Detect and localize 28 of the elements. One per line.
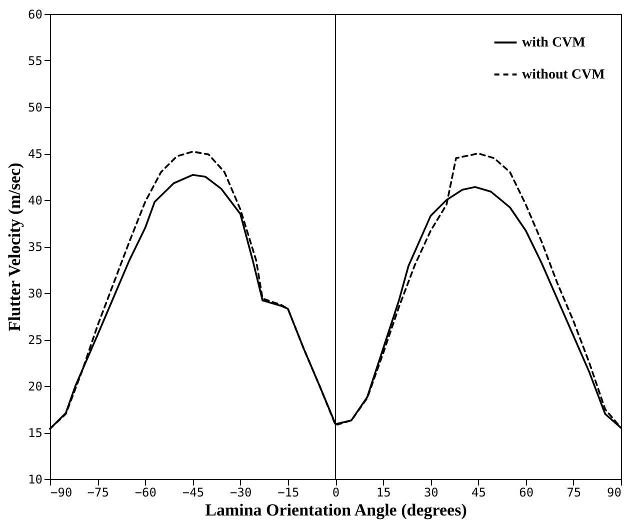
x-tick-label: 15 bbox=[376, 486, 391, 500]
x-tick-label: −45 bbox=[182, 486, 204, 500]
x-tick-label: 60 bbox=[519, 486, 534, 500]
x-tick-label: −60 bbox=[134, 486, 157, 500]
y-tick-label: 15 bbox=[28, 426, 42, 440]
x-tick-label: 75 bbox=[566, 486, 582, 500]
y-tick-label: 55 bbox=[28, 54, 42, 68]
x-axis-title: Lamina Orientation Angle (degrees) bbox=[205, 500, 467, 520]
x-tick-label: −75 bbox=[87, 486, 109, 500]
y-tick-label: 45 bbox=[28, 147, 42, 161]
y-tick-label: 40 bbox=[28, 194, 42, 208]
y-tick-label: 10 bbox=[28, 472, 42, 486]
y-tick-label: 30 bbox=[28, 286, 42, 300]
x-tick-label: −90 bbox=[50, 486, 72, 500]
x-tick-label: 30 bbox=[424, 486, 438, 500]
y-tick-label: 25 bbox=[28, 333, 42, 347]
x-tick-label: −30 bbox=[230, 486, 252, 500]
legend-label: with CVM bbox=[522, 36, 586, 50]
y-axis-title: Flutter Velocity (m/sec) bbox=[5, 162, 24, 332]
y-tick-label: 20 bbox=[28, 380, 42, 394]
x-tick-label: 90 bbox=[607, 486, 622, 500]
x-tick-label: 45 bbox=[472, 486, 486, 500]
y-tick-label: 50 bbox=[28, 100, 42, 114]
y-tick-label: 35 bbox=[28, 240, 42, 254]
x-tick-label: −15 bbox=[278, 486, 300, 500]
legend-label: without CVM bbox=[522, 68, 605, 82]
x-tick-label: 0 bbox=[332, 486, 340, 500]
y-tick-label: 60 bbox=[28, 8, 42, 22]
